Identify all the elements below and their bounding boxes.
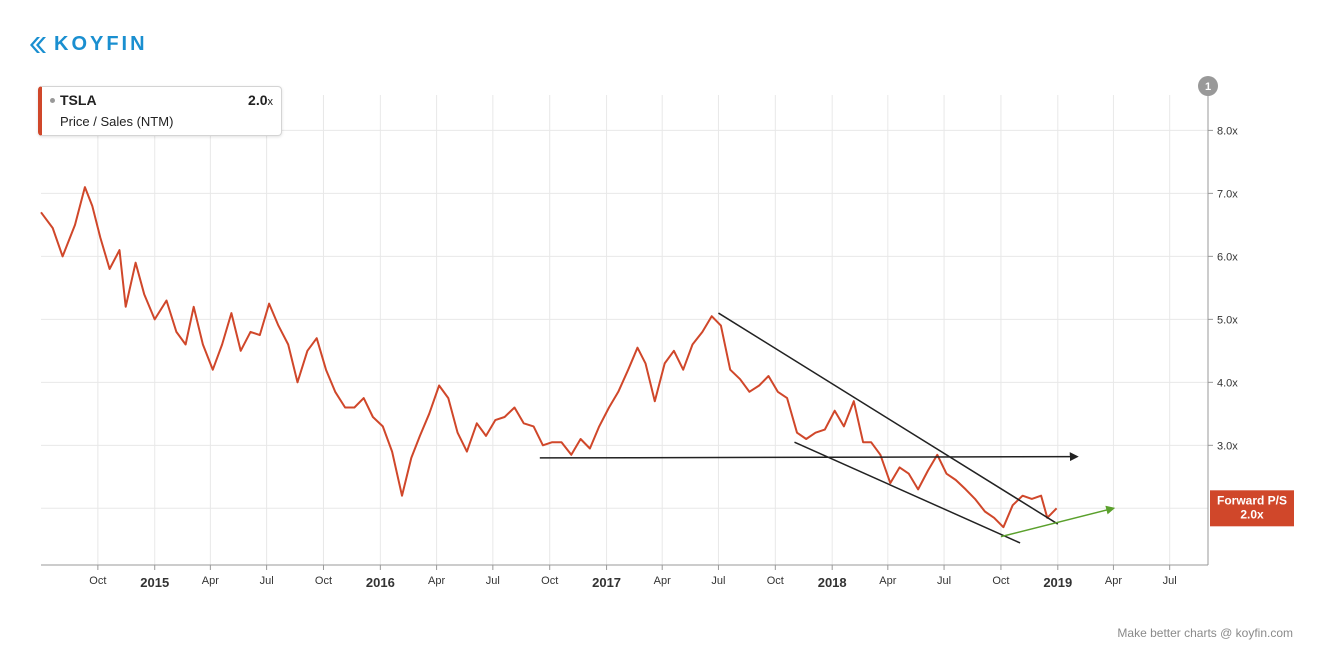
x-tick-label: Oct [541, 575, 558, 587]
note-badge-number: 1 [1205, 81, 1211, 93]
y-tick-label: 6.0x [1217, 251, 1238, 263]
y-tick-label: 5.0x [1217, 314, 1238, 326]
x-tick-label: Jul [711, 575, 725, 587]
legend-metric: Price / Sales (NTM) [60, 114, 174, 129]
y-tick-label: 4.0x [1217, 377, 1238, 389]
note-badge [1198, 76, 1218, 96]
x-tick-label: Oct [767, 575, 784, 587]
legend-series-dot [50, 98, 55, 103]
x-tick-label: Jul [486, 575, 500, 587]
x-tick-label: Jul [937, 575, 951, 587]
koyfin-logo[interactable]: KOYFIN [28, 33, 148, 56]
x-tick-label: 2015 [140, 575, 169, 590]
footer-credit[interactable]: Make better charts @ koyfin.com [1117, 626, 1293, 640]
y-tick-label: 8.0x [1217, 125, 1238, 137]
x-tick-label: Apr [879, 575, 896, 587]
forward-ps-badge-value: 2.0x [1240, 507, 1264, 521]
annotation-trendline [794, 441, 1021, 544]
x-tick-label: 2016 [366, 575, 395, 590]
series-line-tsla [40, 186, 1058, 529]
x-tick-label: 2019 [1043, 575, 1072, 590]
x-tick-label: Oct [315, 575, 332, 587]
brand-name: KOYFIN [54, 33, 148, 55]
x-tick-label: Apr [1105, 575, 1122, 587]
annotation-arrow [1000, 505, 1116, 538]
annotation-arrow [539, 452, 1079, 462]
x-tick-label: 2017 [592, 575, 621, 590]
legend-value-suffix: x [267, 96, 274, 108]
x-tick-label: Oct [89, 575, 106, 587]
forward-ps-badge [1210, 490, 1294, 527]
x-tick-label: Apr [428, 575, 445, 587]
legend-value-number: 2.0 [248, 92, 268, 108]
x-tick-label: Jul [260, 575, 274, 587]
series-legend[interactable]: TSLA 2.0x Price / Sales (NTM) [38, 86, 282, 136]
x-tick-label: Apr [202, 575, 219, 587]
legend-value: 2.0x [248, 92, 273, 108]
legend-ticker: TSLA [60, 92, 97, 108]
x-tick-label: Apr [654, 575, 671, 587]
x-tick-label: Jul [1163, 575, 1177, 587]
y-tick-label: 7.0x [1217, 188, 1238, 200]
x-tick-label: Oct [992, 575, 1009, 587]
annotation-trendline [718, 312, 1059, 525]
x-tick-label: 2018 [818, 575, 847, 590]
forward-ps-badge-label: Forward P/S [1217, 493, 1287, 507]
koyfin-logo-icon [30, 36, 46, 53]
y-tick-label: 3.0x [1217, 440, 1238, 452]
